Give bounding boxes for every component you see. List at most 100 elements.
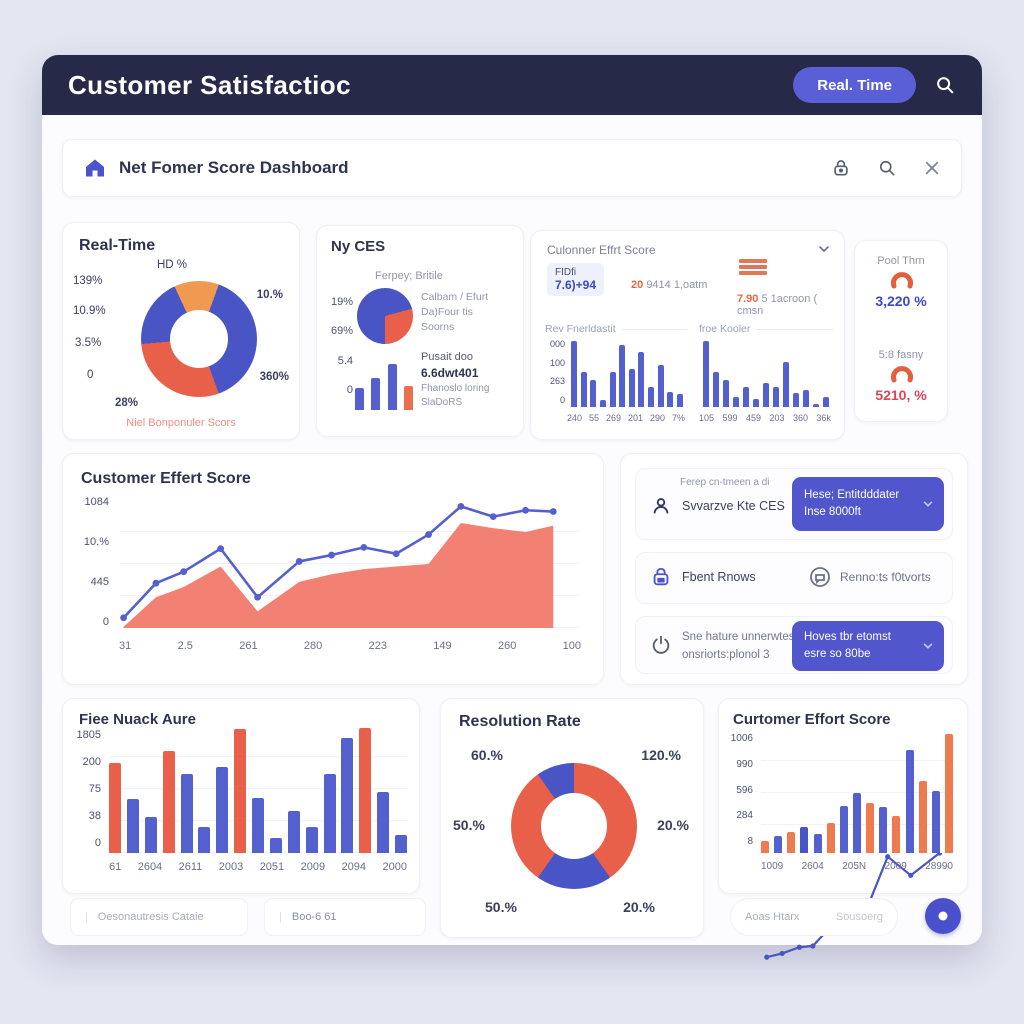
feedback-chart-card: Fiee Nuack Aure 1805 200 75 38 0 61 2604 2611 2… [62,698,420,894]
axis-label: 2009 [300,861,326,873]
chart-caption: Niel Bonponuler Scors [126,417,236,429]
stat-label: 9414 1,oatm [646,279,708,291]
effort-score-chart-card: Customer Effert Score 1084 10.% 445 0 31 2.5… [62,453,604,685]
page-title: Net Fomer Score Dashboard [119,158,349,177]
row-label: Fbent Rnows [682,570,756,584]
dashboard-window: Customer Satisfactioc Real. Time Net Fom… [42,55,982,960]
donut-label: 20.% [623,899,655,915]
footer-pill[interactable]: Aoas Htarx Sousoerg [730,898,898,936]
axis-label: 69% [330,325,353,338]
combo-chart[interactable] [761,729,953,960]
axis-label: 1084 [84,496,109,508]
row-small-text: Ferep cn-tmeen a di [680,477,770,488]
bar [216,767,229,853]
effort-combo-card: Curtomer Effort Score 1006 990 596 284 8 100… [718,698,968,960]
bar [590,380,597,407]
donut-label: 10.% [256,289,283,301]
bar [826,823,835,853]
dropdown-button-2[interactable]: Hoves tbr etomst esre so 80be [792,621,944,671]
bar [638,352,645,407]
stat-value: 7.6)+94 [555,278,597,292]
axis-label: 2604 [801,861,824,872]
bar [905,750,914,853]
input-tick: | [85,911,88,923]
axis-label: 000 [549,339,565,349]
bar [387,364,397,410]
bar [162,750,175,853]
axis-label: 2003 [218,861,244,873]
axis-label: 2611 [178,861,203,873]
ces-pie-chart[interactable] [357,288,413,344]
ces-mini-bars[interactable] [355,354,413,410]
donut-hole [170,310,228,368]
mini-bar-chart[interactable] [703,337,829,407]
gauge-icon [890,271,914,289]
axis-label: 28990 [925,861,953,872]
header-search-icon[interactable] [934,74,956,96]
home-icon[interactable] [83,156,107,180]
axis-label: 10.% [83,536,109,548]
bar [371,377,381,410]
axis-label: 284 [736,810,753,822]
donut-label: 50.% [453,817,485,833]
bar [753,398,759,407]
action-row-2: Fbent Rnows Renno:ts f0tvorts [635,552,953,604]
feedback-bar-chart[interactable] [109,725,407,853]
bar [713,372,719,407]
bar [252,797,264,853]
axis-label: 459 [745,413,761,423]
close-icon[interactable] [923,159,941,177]
pie-legend: Calbam / Efurt Da)Four tis Soorns [421,290,488,336]
bar [580,372,587,407]
card-title: Ny CES [331,238,386,255]
resolution-donut-chart[interactable] [511,763,637,889]
fab-button[interactable] [925,898,961,934]
pill-label: Aoas Htarx [745,911,800,923]
bar [852,793,861,853]
mini-bar-chart[interactable] [571,337,683,407]
search-icon[interactable] [877,158,897,178]
gauge-icon [890,365,914,383]
y-axis: 1805 200 75 38 0 [71,729,101,849]
axis-label: 596 [736,784,753,796]
axis-label: 31 [119,640,132,652]
resolution-card: Resolution Rate 60.% 120.% 50.% 20.% 50.… [440,698,704,938]
footer-input-text: Boo-6 61 [291,911,337,923]
stat-value: 3,220 % [875,293,927,309]
bar [628,368,635,407]
axis-label: 2094 [341,861,367,873]
x-axis: 1009 2604 205N 2009 28990 [761,861,953,872]
x-axis: 240 55 269 201 290 7% [567,413,685,423]
axis-label: 2604 [137,861,163,873]
axis-label: 1009 [761,861,784,872]
stat-sub: Fhanoslo loring [421,383,490,395]
ces-card: Ny CES Ferpey; Britile 19% 69% 5.4 0 Calbam… [316,225,524,437]
realtime-button[interactable]: Real. Time [793,67,916,103]
area-line-chart[interactable] [119,500,581,628]
axis-label: 100 [549,357,565,368]
stat-value: 5210, % [875,387,927,403]
nps-donut-chart[interactable] [141,281,257,397]
row-label: Svvarzve Kte CES [682,499,785,513]
mini-chart-1: Rev Fnerldastit 000 100 263 0 240 55 269 201 29… [545,323,687,431]
axis-label: 0 [346,383,353,396]
chevron-down-icon[interactable] [816,241,832,257]
bar [619,345,626,407]
stat-inline: 20 9414 1,oatm [631,279,707,291]
card-title: Curtomer Effort Score [733,711,891,728]
footer-input-2[interactable]: | Boo-6 61 [264,898,426,936]
bar [703,340,709,407]
axis-label: 5.4 [337,354,353,367]
dropdown-button-1[interactable]: Hese; Entitdddater Inse 8000ft [792,477,944,531]
footer-input-1[interactable]: | Oesonautresis Cataie [70,898,248,936]
card-title: Resolution Rate [459,713,581,730]
button-line: Hese; Entitdddater [804,488,900,501]
bar [676,394,683,407]
bar [733,396,739,407]
breadcrumb-bar: Net Fomer Score Dashboard [62,139,962,197]
axis-label: 8 [747,836,753,847]
lock-icon[interactable] [831,158,851,178]
bar [783,361,789,407]
row-label: Sne hature unnerwtes onsriorts:plonol 3 [682,629,795,665]
x-axis: 31 2.5 261 280 223 149 260 100 [119,640,581,652]
